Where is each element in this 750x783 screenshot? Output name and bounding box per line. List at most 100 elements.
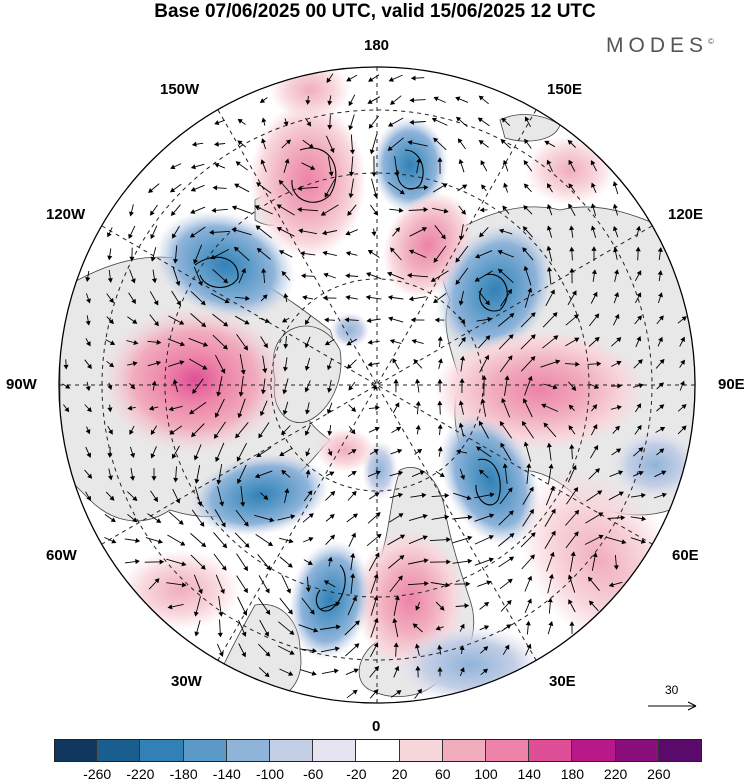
wind-arrow-head bbox=[571, 464, 577, 471]
wind-arrow-head bbox=[108, 362, 115, 368]
wind-arrow-head bbox=[398, 513, 404, 518]
wind-arrow-head bbox=[290, 514, 296, 520]
wind-arrow-head bbox=[132, 496, 138, 502]
wind-arrow-head bbox=[109, 340, 116, 345]
wind-arrow-head bbox=[552, 312, 558, 318]
wind-arrow-head bbox=[86, 452, 92, 458]
wind-arrow-head bbox=[307, 560, 313, 565]
lon-label-0: 0 bbox=[372, 718, 381, 735]
wind-arrow-head bbox=[612, 225, 618, 232]
wind-arrow-head bbox=[526, 643, 532, 650]
wind-arrow-head bbox=[178, 519, 184, 525]
wind-arrow-head bbox=[305, 587, 311, 593]
colorbar-swatch bbox=[183, 739, 227, 762]
wind-arrow-head bbox=[256, 248, 262, 253]
wind-arrow-head bbox=[398, 470, 404, 476]
wind-arrow-head bbox=[282, 389, 288, 395]
wind-arrow-head bbox=[573, 531, 579, 537]
colorbar-swatch bbox=[399, 739, 443, 762]
wind-arrow-head bbox=[189, 409, 195, 415]
wind-arrow-head bbox=[135, 537, 141, 544]
wind-arrow-head bbox=[524, 116, 530, 122]
wind-arrow-head bbox=[190, 186, 196, 192]
wind-arrow-head bbox=[415, 665, 421, 671]
wind-arrow-head bbox=[350, 429, 356, 435]
wind-arrow-head bbox=[637, 315, 642, 321]
wind-arrow-head bbox=[502, 205, 508, 211]
wind-arrow-head bbox=[423, 558, 429, 564]
wind-arrow-head bbox=[397, 448, 403, 454]
wind-arrow-head bbox=[285, 139, 291, 145]
wind-arrow-head bbox=[154, 578, 160, 584]
wind-arrow-head bbox=[437, 424, 443, 429]
wind-arrow-head bbox=[434, 317, 440, 323]
wind-arrow-head bbox=[442, 183, 448, 188]
wind-arrow-head bbox=[304, 387, 310, 393]
wind-arrow-head bbox=[479, 232, 485, 238]
wind-arrow-head bbox=[210, 254, 216, 260]
wind-arrow-head bbox=[478, 420, 484, 426]
lon-label-90e: 90E bbox=[718, 376, 745, 393]
wind-arrow-head bbox=[488, 535, 494, 540]
wind-arrow-head bbox=[172, 233, 177, 239]
wind-arrow-head bbox=[658, 336, 663, 343]
wind-arrow-head bbox=[348, 100, 354, 107]
wind-arrow-head bbox=[588, 600, 594, 606]
wind-arrow-head bbox=[240, 502, 246, 507]
wind-arrow-head bbox=[193, 455, 199, 461]
wind-arrow-head bbox=[129, 476, 136, 481]
wind-arrow-head bbox=[548, 621, 554, 627]
wind-arrow-head bbox=[620, 515, 626, 521]
wind-arrow-head bbox=[130, 384, 136, 390]
wind-arrow-head bbox=[87, 473, 93, 479]
wind-arrow-head bbox=[394, 402, 400, 408]
wind-arrow-head bbox=[440, 234, 446, 240]
wind-arrow-head bbox=[446, 537, 451, 543]
colorbar-tick-label: 100 bbox=[474, 766, 498, 782]
wind-arrow-head bbox=[437, 336, 443, 341]
wind-arrow-head bbox=[305, 100, 311, 105]
wind-arrow-head bbox=[461, 209, 466, 215]
wind-arrow-head bbox=[638, 447, 644, 453]
lon-label-150e: 150E bbox=[547, 81, 583, 98]
wind-arrow-head bbox=[191, 432, 197, 438]
wind-arrow-head bbox=[387, 146, 393, 151]
wind-arrow-head bbox=[346, 340, 352, 346]
wind-arrow-head bbox=[408, 249, 415, 255]
wind-arrow-head bbox=[479, 469, 485, 475]
wind-arrow-head bbox=[621, 539, 627, 545]
wind-arrow-head bbox=[282, 410, 288, 416]
wind-arrow-head bbox=[485, 300, 490, 306]
wind-arrow-head bbox=[278, 179, 284, 185]
colorbar-tick-label: 180 bbox=[560, 766, 585, 782]
wind-arrow-head bbox=[567, 139, 573, 145]
colorbar-swatch bbox=[572, 739, 616, 762]
wind-arrow-head bbox=[658, 315, 664, 321]
wind-arrow-head bbox=[354, 620, 360, 626]
wind-arrow-head bbox=[410, 317, 416, 323]
wind-arrow-head bbox=[313, 627, 319, 633]
wind-arrow-head bbox=[551, 508, 556, 514]
wind-arrow-head bbox=[348, 171, 355, 177]
wind-arrow-head bbox=[333, 668, 339, 674]
wind-arrow-head bbox=[459, 667, 465, 673]
wind-arrow-head bbox=[546, 266, 553, 272]
map-boundary bbox=[58, 66, 696, 704]
wind-arrow-head bbox=[497, 249, 503, 255]
wind-arrow-head bbox=[456, 449, 462, 455]
wind-arrow-head bbox=[546, 442, 552, 448]
wind-arrow-head bbox=[509, 313, 515, 318]
wind-arrow-head bbox=[176, 300, 181, 306]
wind-arrow-head bbox=[481, 375, 487, 380]
wind-arrow-head bbox=[591, 246, 597, 251]
wind-arrow-head bbox=[86, 341, 91, 347]
wind-arrow-head bbox=[179, 320, 185, 325]
wind-arrow-head bbox=[416, 157, 422, 163]
wind-arrow-head bbox=[255, 225, 261, 231]
wind-arrow-head bbox=[266, 565, 271, 571]
wind-arrow-head bbox=[135, 558, 140, 565]
lon-label-60e: 60E bbox=[672, 547, 699, 564]
wind-arrow-head bbox=[181, 561, 187, 567]
wind-arrow-head bbox=[352, 689, 358, 695]
wind-arrow-head bbox=[481, 184, 486, 190]
